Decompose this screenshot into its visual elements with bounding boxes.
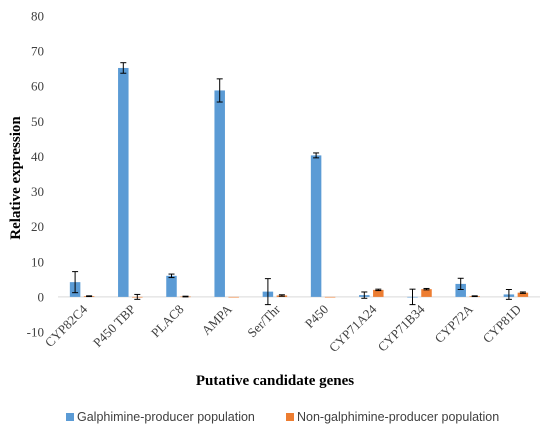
error-bar: [134, 293, 141, 300]
x-category-label: P450: [302, 302, 332, 332]
y-axis-ticks: -10 0 10 20 30 40 50 60 70 80: [27, 9, 44, 340]
bars: [69, 67, 529, 298]
x-category-label: CYP82C4: [42, 301, 91, 350]
error-bar: [361, 291, 368, 299]
x-category-label: PLAC8: [148, 302, 187, 341]
bar-non-galphimine-producer: [373, 289, 384, 297]
error-bar: [86, 295, 93, 298]
legend-label: Galphimine-producer population: [77, 410, 255, 424]
y-axis-title: Relative expression: [8, 116, 24, 240]
error-bar: [519, 291, 526, 294]
error-bar: [182, 295, 189, 298]
x-category-label: Ser/Thr: [244, 301, 283, 340]
x-category-label: CYP71A24: [326, 301, 380, 355]
legend-item: Galphimine-producer population: [66, 410, 255, 424]
error-bar: [120, 62, 127, 74]
bar-galphimine-producer: [310, 155, 322, 297]
error-bars: [72, 62, 526, 306]
y-tick-label: 10: [31, 254, 44, 269]
y-tick-label: -10: [27, 325, 44, 340]
x-axis-category-labels: CYP82C4 P450 TBP PLAC8 AMPA Ser/Thr P450CYP71…: [42, 301, 524, 355]
bar-galphimine-producer: [214, 90, 225, 297]
y-tick-label: 70: [31, 44, 44, 59]
bar-non-galphimine-producer: [421, 289, 432, 297]
bar-galphimine-producer: [166, 275, 177, 297]
bar-galphimine-producer: [455, 283, 466, 297]
x-category-label: CYP71B34: [375, 301, 428, 354]
error-bar: [278, 294, 285, 297]
y-tick-label: 0: [38, 289, 45, 304]
bar-non-galphimine-producer: [324, 296, 336, 298]
error-bar: [409, 288, 416, 306]
y-tick-label: 80: [31, 9, 44, 24]
legend-label: Non-galphimine-producer population: [297, 410, 499, 424]
x-axis-title: Putative candidate genes: [196, 373, 354, 389]
x-category-label: CYP72A: [431, 301, 476, 346]
x-category-label: CYP81D: [480, 302, 524, 346]
y-tick-label: 40: [31, 149, 44, 164]
error-bar: [216, 78, 223, 103]
legend-swatch: [286, 413, 294, 421]
error-bar: [375, 288, 382, 292]
error-bar: [313, 152, 320, 159]
error-bar: [168, 273, 175, 279]
x-category-label: AMPA: [198, 301, 235, 338]
error-bar: [457, 277, 464, 291]
y-tick-label: 20: [31, 219, 44, 234]
error-bar: [471, 295, 478, 298]
error-bar: [505, 289, 512, 300]
error-bar: [264, 278, 271, 306]
error-bar: [423, 287, 430, 291]
y-tick-label: 30: [31, 184, 44, 199]
bar-non-galphimine-producer: [228, 296, 239, 298]
bar-non-galphimine-producer: [517, 292, 529, 297]
y-tick-label: 50: [31, 114, 44, 129]
y-tick-label: 60: [31, 79, 44, 94]
error-bar: [72, 271, 79, 294]
bar-galphimine-producer: [118, 67, 129, 297]
x-category-label: P450 TBP: [90, 302, 139, 351]
legend: Galphimine-producer population Non-galphi…: [66, 410, 499, 424]
legend-swatch: [66, 413, 74, 421]
legend-item: Non-galphimine-producer population: [286, 410, 499, 424]
